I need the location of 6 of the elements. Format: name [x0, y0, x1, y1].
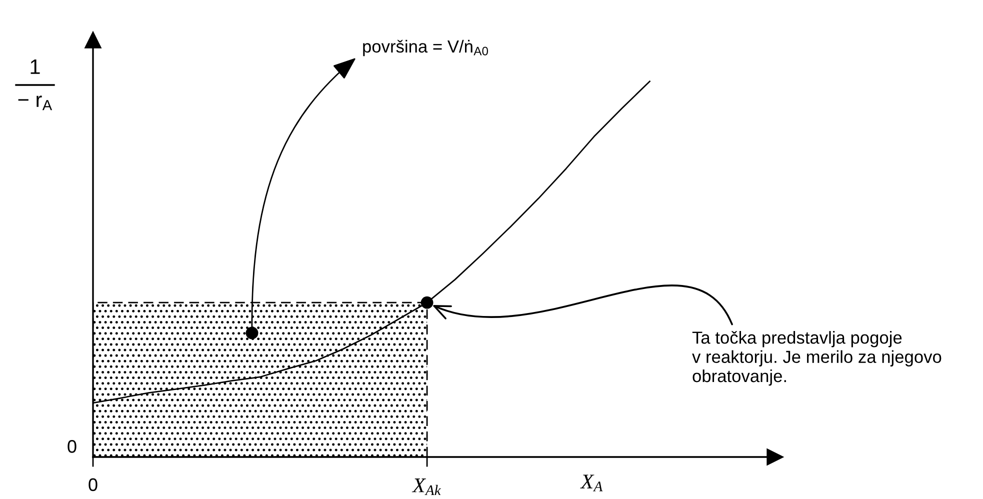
- text: 0: [68, 440, 76, 453]
- text: površina = V/ṅ$_{A0}$: [363, 40, 488, 56]
- annotation: Ta točka predstavlja pogoje v reaktorju. Je merilo za njegovo obratovanje.: [692, 331, 942, 386]
- y-axis-title: 1 − r$_{A}$: [18, 60, 52, 110]
- x-axis-title: X$_{A}$: [580, 474, 603, 492]
- x-tick-label: X$_{Ak}$: [412, 478, 442, 496]
